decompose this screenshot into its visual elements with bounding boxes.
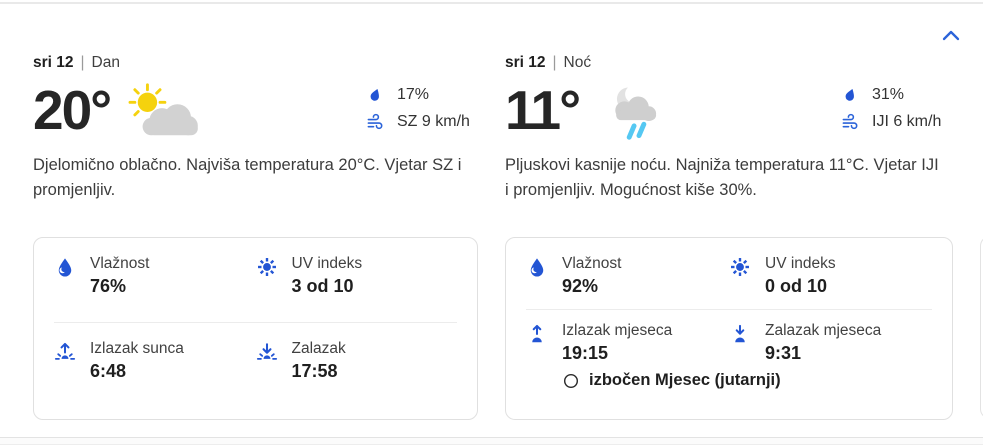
sunrise-icon bbox=[54, 342, 76, 360]
night-metrics: 31% IJI 6 km/h bbox=[841, 85, 951, 131]
day-details-row-1: Vlažnost 76% bbox=[54, 255, 457, 297]
wind-icon bbox=[842, 113, 858, 130]
day-temp-row: 20° bbox=[33, 81, 478, 143]
humidity-detail: Vlažnost 76% bbox=[54, 255, 256, 297]
night-precip-metric: 31% bbox=[841, 85, 951, 104]
uv-value: 0 od 10 bbox=[765, 276, 828, 296]
day-wind-value: SZ 9 km/h bbox=[397, 112, 470, 130]
humidity-value: 76% bbox=[90, 276, 127, 296]
day-header: sri 12 | Dan bbox=[33, 53, 478, 73]
day-details-row-2: Izlazak sunca 6:48 bbox=[54, 340, 457, 382]
sunrise-label: Izlazak sunca bbox=[90, 340, 184, 357]
moonset-label: Zalazak mjeseca bbox=[765, 322, 882, 339]
raindrop-icon bbox=[845, 89, 854, 101]
moonset-value: 9:31 bbox=[765, 343, 802, 363]
night-details-row-1: Vlažnost 92% bbox=[526, 255, 932, 297]
moonset-detail: Zalazak mjeseca 9:31 bbox=[729, 322, 932, 364]
sunset-icon bbox=[256, 343, 277, 360]
day-precip-value: 17% bbox=[397, 85, 430, 103]
sun-behind-cloud-icon bbox=[128, 83, 198, 136]
header-separator: | bbox=[552, 54, 557, 71]
header-separator: | bbox=[80, 54, 85, 71]
uv-label: UV indeks bbox=[765, 255, 836, 272]
uv-detail: UV indeks 3 od 10 bbox=[256, 255, 458, 297]
card-divider bbox=[54, 322, 457, 323]
moonrise-label: Izlazak mjeseca bbox=[562, 322, 673, 339]
night-temperature: 11° bbox=[505, 79, 581, 141]
night-period-label: Noć bbox=[563, 54, 592, 71]
sunrise-detail: Izlazak sunca 6:48 bbox=[54, 340, 256, 382]
raindrop-icon bbox=[370, 89, 379, 101]
day-precip-metric: 17% bbox=[366, 85, 476, 104]
humidity-value: 92% bbox=[562, 276, 599, 296]
night-summary: Pljuskovi kasnije noću. Najniža temperat… bbox=[505, 156, 939, 200]
uv-detail: UV indeks 0 od 10 bbox=[729, 255, 932, 297]
night-details-card: Vlažnost 92% bbox=[505, 237, 953, 420]
moon-phase-row: izbočen Mjesec (jutarnji) bbox=[562, 371, 932, 390]
moon-phase-label: izbočen Mjesec (jutarnji) bbox=[589, 371, 781, 389]
night-temp-row: 11° bbox=[505, 81, 953, 143]
moonset-icon bbox=[735, 324, 745, 343]
card-divider bbox=[526, 309, 932, 310]
sunrise-value: 6:48 bbox=[90, 361, 127, 381]
collapse-panel-button[interactable] bbox=[937, 24, 965, 50]
day-summary: Djelomično oblačno. Najviša temperatura … bbox=[33, 156, 462, 200]
day-column: sri 12 | Dan 20° bbox=[33, 53, 478, 420]
day-night-columns: sri 12 | Dan 20° bbox=[33, 53, 953, 420]
day-metrics: 17% SZ 9 km/h bbox=[366, 85, 476, 131]
moonrise-icon bbox=[532, 324, 542, 343]
moon-phase-icon bbox=[563, 373, 579, 388]
night-wind-metric: IJI 6 km/h bbox=[841, 112, 951, 131]
night-precip-value: 31% bbox=[872, 85, 905, 103]
chevron-up-icon bbox=[942, 30, 960, 41]
sunset-value: 17:58 bbox=[291, 361, 338, 381]
day-temperature: 20° bbox=[33, 79, 112, 141]
humidity-label: Vlažnost bbox=[562, 255, 622, 272]
humidity-detail: Vlažnost 92% bbox=[526, 255, 729, 297]
night-header: sri 12 | Noć bbox=[505, 53, 953, 73]
day-date: sri 12 bbox=[33, 54, 74, 71]
day-details-card: Vlažnost 76% bbox=[33, 237, 478, 420]
night-column: sri 12 | Noć 11° bbox=[505, 53, 953, 420]
sunset-label: Zalazak bbox=[291, 340, 346, 357]
humidity-label: Vlažnost bbox=[90, 255, 150, 272]
uv-index-icon bbox=[731, 258, 749, 276]
moonrise-value: 19:15 bbox=[562, 343, 609, 363]
day-period-label: Dan bbox=[91, 54, 120, 71]
page-background-strip bbox=[0, 438, 983, 445]
uv-value: 3 od 10 bbox=[291, 276, 354, 296]
uv-label: UV indeks bbox=[291, 255, 363, 272]
night-details-row-2: Izlazak mjeseca 19:15 bbox=[526, 322, 932, 364]
bottom-divider bbox=[0, 437, 983, 438]
humidity-drop-icon bbox=[58, 258, 72, 277]
top-divider bbox=[0, 2, 983, 4]
uv-index-icon bbox=[257, 258, 276, 276]
night-date: sri 12 bbox=[505, 54, 546, 71]
humidity-drop-icon bbox=[530, 258, 544, 277]
day-wind-metric: SZ 9 km/h bbox=[366, 112, 476, 131]
moonrise-detail: Izlazak mjeseca 19:15 bbox=[526, 322, 729, 364]
sunset-detail: Zalazak 17:58 bbox=[256, 340, 458, 382]
moon-cloud-rain-icon bbox=[615, 85, 657, 140]
night-wind-value: IJI 6 km/h bbox=[872, 112, 942, 130]
wind-icon bbox=[367, 113, 383, 130]
